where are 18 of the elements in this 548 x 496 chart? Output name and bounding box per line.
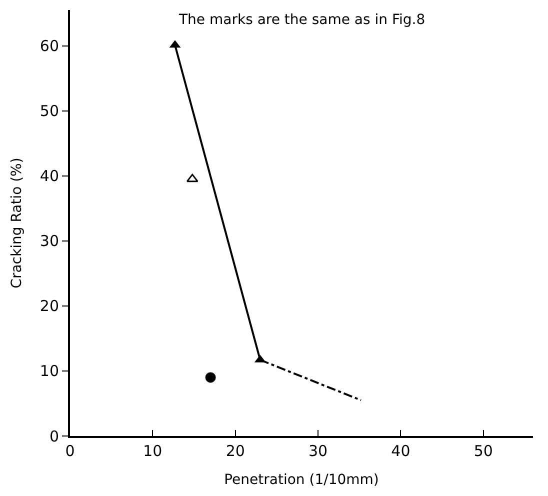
x-tick-label: 0	[65, 442, 75, 460]
y-axis-title: Cracking Ratio (%)	[9, 158, 26, 288]
point	[186, 174, 198, 182]
y-tick-label: 40	[40, 167, 59, 186]
point	[205, 372, 216, 383]
x-tick-label: 20	[226, 442, 245, 460]
y-tick-label: 30	[40, 232, 59, 250]
y-tick-label: 60	[40, 37, 59, 56]
x-tick-label: 10	[143, 442, 162, 460]
x-tick-label: 30	[308, 442, 328, 460]
x-axis-title: Penetration (1/10mm)	[224, 472, 379, 488]
y-tick-label: 10	[40, 362, 59, 380]
y-tick-label: 50	[40, 102, 59, 120]
y-tick-label: 20	[40, 297, 59, 316]
annotation: The marks are the same as in Fig.8	[178, 12, 426, 28]
x-tick-label: 40	[391, 442, 410, 460]
y-tick-label: 0	[49, 427, 59, 446]
x-tick-label: 50	[474, 442, 493, 460]
